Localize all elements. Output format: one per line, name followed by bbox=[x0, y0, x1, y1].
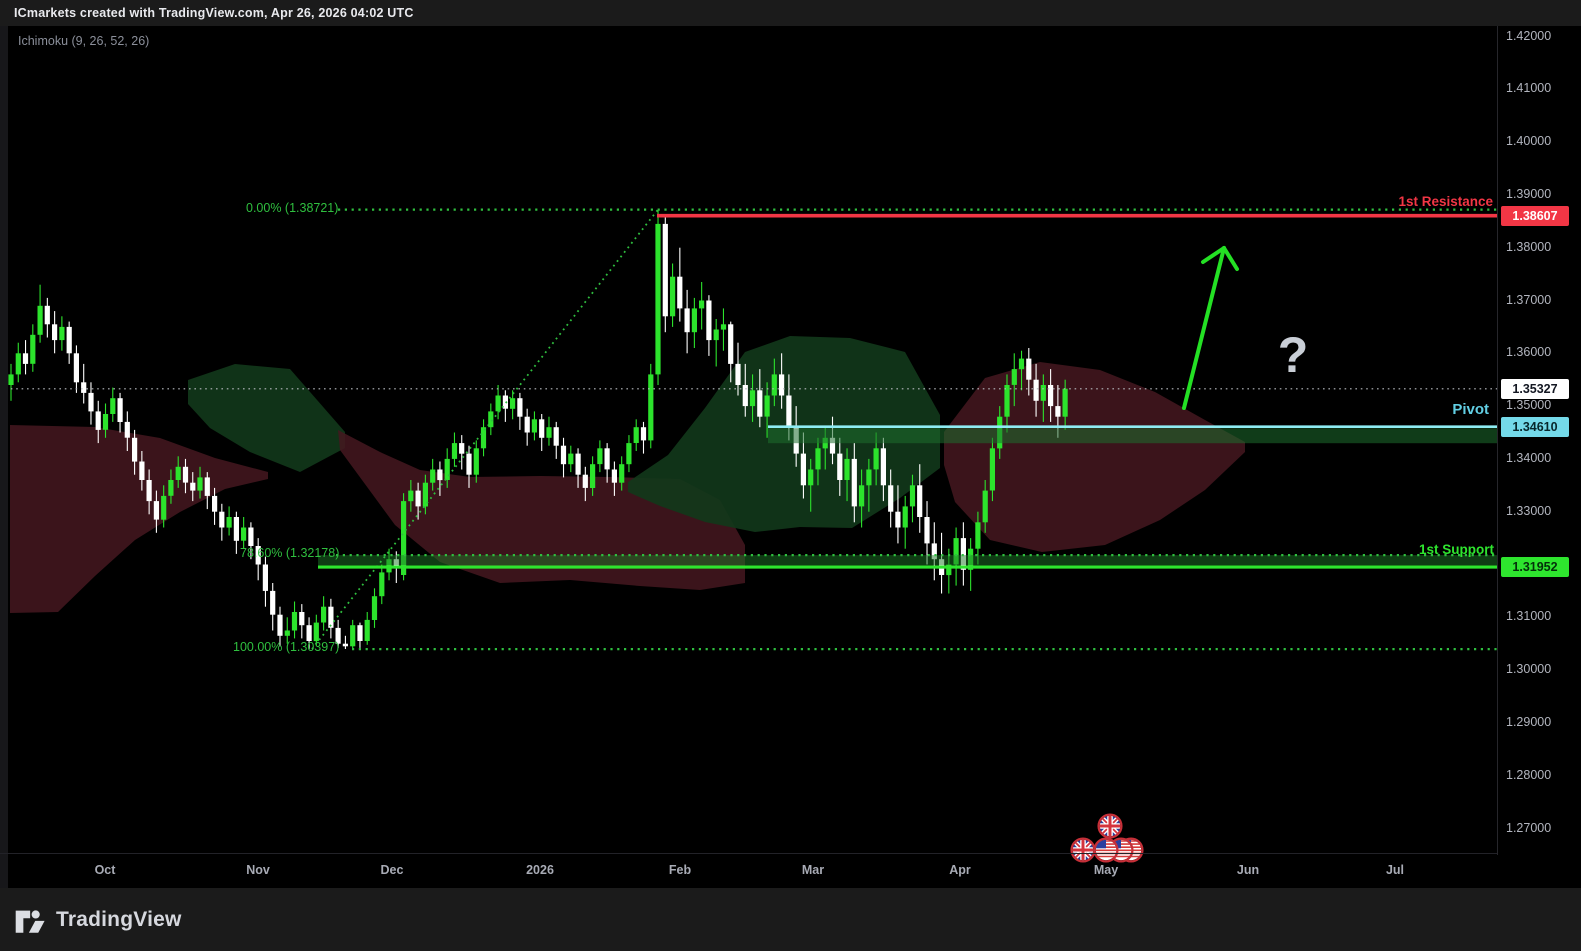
price-axis-value-box: 1.38607 bbox=[1501, 205, 1569, 226]
fib-786-label[interactable]: 78.60% (1.32178) bbox=[240, 546, 340, 561]
time-tick-label: Nov bbox=[246, 863, 270, 877]
gb-flag-event-icon[interactable] bbox=[1097, 813, 1123, 839]
support-label[interactable]: 1st Support bbox=[1418, 542, 1494, 558]
price-tick-label: 1.39000 bbox=[1506, 186, 1552, 201]
ichimoku-cloud-layer bbox=[10, 336, 1245, 613]
price-tick-label: 1.28000 bbox=[1506, 767, 1552, 782]
chart-pane[interactable]: ? bbox=[0, 0, 1497, 890]
left-edge-strip bbox=[0, 26, 8, 888]
fib-0-label[interactable]: 0.00% (1.38721) bbox=[246, 200, 339, 215]
time-tick-label: May bbox=[1093, 863, 1119, 877]
candlestick-series bbox=[8, 209, 1068, 649]
price-tick-label: 1.38000 bbox=[1506, 239, 1552, 254]
time-axis[interactable]: Oct Nov Dec 2026 Feb Mar Apr May Jun Jul bbox=[0, 853, 1497, 889]
fib-100-label[interactable]: 100.00% (1.30397) bbox=[233, 640, 340, 655]
price-tick-label: 1.42000 bbox=[1506, 28, 1552, 43]
footer-bar: TradingView bbox=[0, 888, 1581, 951]
time-tick-label: Dec bbox=[380, 863, 404, 877]
pivot-zone-band[interactable] bbox=[768, 428, 1497, 444]
indicator-legend[interactable]: Ichimoku (9, 26, 52, 26) bbox=[18, 34, 150, 48]
ichimoku-cloud-bear bbox=[944, 362, 1245, 552]
price-tick-label: 1.34000 bbox=[1506, 450, 1552, 465]
ichimoku-cloud-bull bbox=[188, 364, 345, 472]
fib-retracement[interactable] bbox=[311, 208, 1497, 651]
trend-arrow[interactable] bbox=[1182, 246, 1239, 410]
price-tick-label: 1.40000 bbox=[1506, 134, 1552, 149]
price-tick-label: 1.27000 bbox=[1506, 820, 1552, 835]
price-tick-label: 1.29000 bbox=[1506, 714, 1552, 729]
time-tick-label: Oct bbox=[94, 863, 116, 877]
watermark-title: ICmarkets created with TradingView.com, … bbox=[14, 6, 414, 20]
time-tick-label: Apr bbox=[949, 863, 971, 877]
tradingview-logo-text: TradingView bbox=[56, 907, 182, 931]
header-bar: ICmarkets created with TradingView.com, … bbox=[0, 0, 1581, 26]
price-tick-label: 1.41000 bbox=[1506, 81, 1552, 96]
tradingview-logo[interactable]: TradingView bbox=[14, 905, 182, 935]
price-tick-label: 1.31000 bbox=[1506, 609, 1552, 624]
fib-trendline bbox=[311, 209, 659, 650]
tradingview-logo-icon bbox=[15, 909, 45, 933]
time-tick-label: Mar bbox=[801, 863, 825, 877]
ichimoku-cloud-bear bbox=[10, 425, 268, 613]
resistance-label[interactable]: 1st Resistance bbox=[1398, 193, 1493, 209]
price-tick-label: 1.30000 bbox=[1506, 662, 1552, 677]
question-mark-annotation[interactable]: ? bbox=[1278, 327, 1309, 383]
time-tick-label: Jun bbox=[1236, 863, 1260, 877]
pivot-label[interactable]: Pivot bbox=[1452, 400, 1489, 418]
price-axis-value-box: 1.35327 bbox=[1501, 378, 1569, 399]
price-axis[interactable]: 1.42000 1.41000 1.40000 1.39000 1.38000 1.370… bbox=[1497, 26, 1581, 855]
chart-canvas[interactable]: ? bbox=[0, 0, 1497, 890]
price-axis-value-box: 1.34610 bbox=[1501, 416, 1569, 437]
price-tick-label: 1.36000 bbox=[1506, 345, 1552, 360]
ichimoku-cloud-bear bbox=[338, 430, 745, 590]
time-tick-label: Jul bbox=[1385, 863, 1405, 877]
time-tick-label: 2026 bbox=[526, 863, 554, 877]
time-tick-label: Feb bbox=[668, 863, 692, 877]
support-zone-band[interactable] bbox=[318, 555, 1497, 565]
price-tick-label: 1.33000 bbox=[1506, 503, 1552, 518]
price-tick-label: 1.37000 bbox=[1506, 292, 1552, 307]
price-axis-value-box: 1.31952 bbox=[1501, 557, 1569, 578]
price-tick-label: 1.35000 bbox=[1506, 398, 1552, 413]
gb-flag-event-icon[interactable] bbox=[1070, 837, 1096, 863]
